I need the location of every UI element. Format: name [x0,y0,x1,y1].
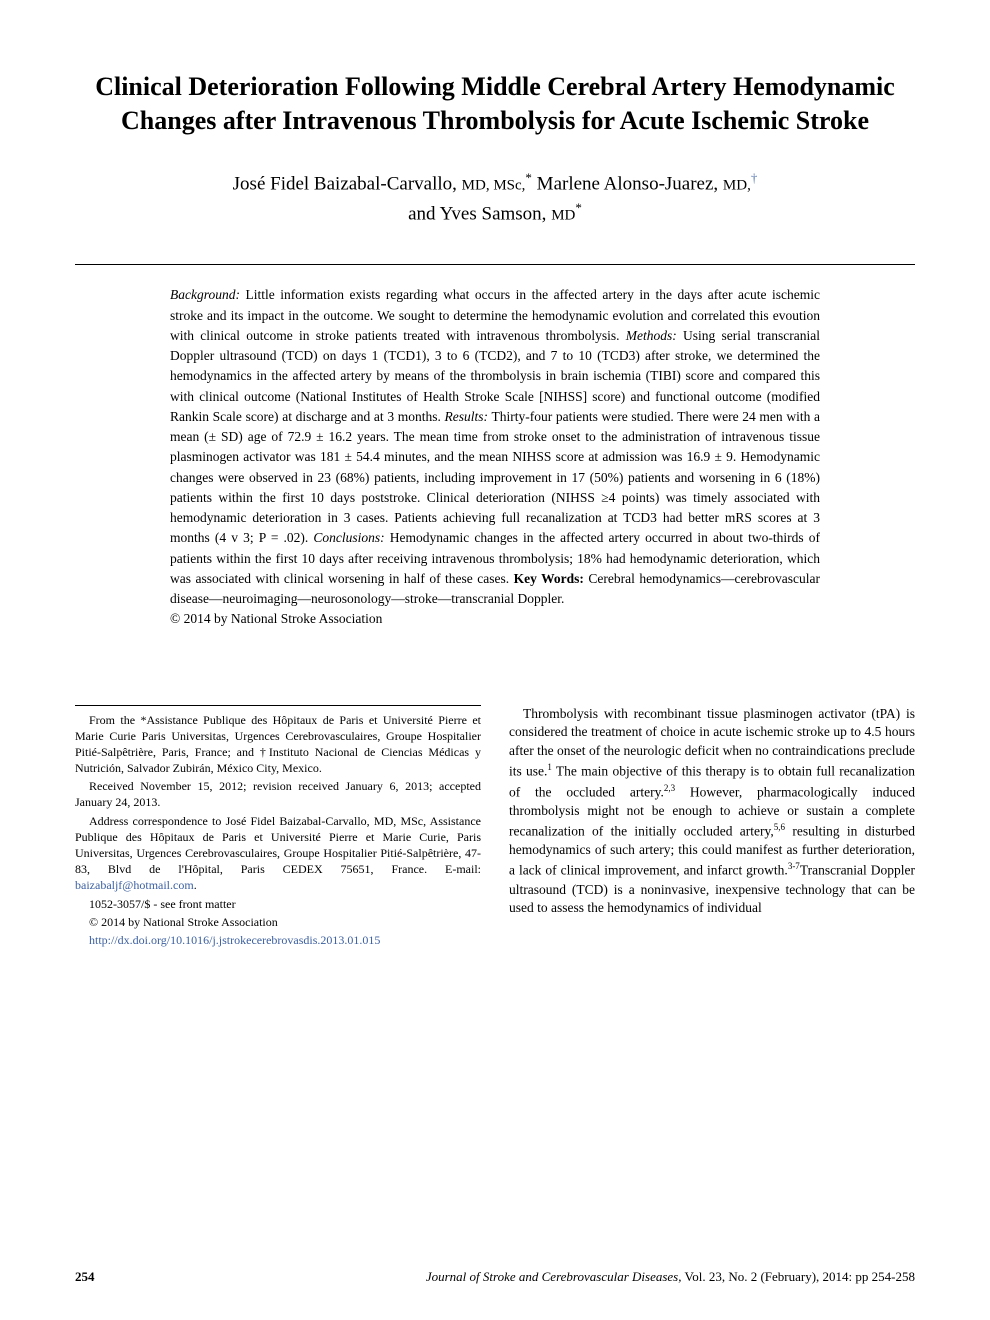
citation-2: 2,3 [664,783,675,793]
left-column: From the *Assistance Publique des Hôpita… [75,705,481,951]
affil-from: From the *Assistance Publique des Hôpita… [75,712,481,777]
intro-paragraph: Thrombolysis with recombinant tissue pla… [509,705,915,919]
abstract-block: Background: Little information exists re… [170,285,820,609]
abstract-results-text: Thirty-four patients were studied. There… [170,409,820,546]
abstract-results-label: Results: [445,409,489,424]
author-3-name: Yves Samson, [440,204,552,225]
author-2-name: Marlene Alonso-Juarez, [532,173,723,194]
abstract-copyright: © 2014 by National Stroke Association [170,609,820,629]
correspondence-email-link[interactable]: baizabaljf@hotmail.com [75,878,194,892]
author-2-affil-symbol: † [751,170,758,185]
author-2-degree: MD, [723,177,751,193]
two-column-body: From the *Assistance Publique des Hôpita… [75,705,915,951]
citation-4: 3-7 [788,861,800,871]
author-3-degree: MD [551,208,575,224]
keywords-label: Key Words: [514,571,584,586]
article-title: Clinical Deterioration Following Middle … [75,70,915,138]
affil-correspondence-text: Address correspondence to José Fidel Bai… [75,814,481,877]
journal-citation: Journal of Stroke and Cerebrovascular Di… [426,1269,915,1285]
right-column: Thrombolysis with recombinant tissue pla… [509,705,915,951]
affil-doi: http://dx.doi.org/10.1016/j.jstrokecereb… [75,932,481,948]
affil-issn: 1052-3057/$ - see front matter [75,896,481,912]
citation-3: 5,6 [774,822,785,832]
divider-top [75,264,915,265]
abstract-methods-label: Methods: [626,328,677,343]
doi-link[interactable]: http://dx.doi.org/10.1016/j.jstrokecereb… [89,933,380,947]
author-3-affil-symbol: * [575,200,582,215]
affil-copyright: © 2014 by National Stroke Association [75,914,481,930]
page-number: 254 [75,1269,95,1285]
abstract-background-label: Background: [170,287,240,302]
page-footer: 254 Journal of Stroke and Cerebrovascula… [75,1269,915,1285]
abstract-conclusions-label: Conclusions: [313,530,384,545]
author-1-name: José Fidel Baizabal-Carvallo, [233,173,462,194]
affil-correspondence-end: . [194,878,197,892]
author-1-degree: MD, MSc, [462,177,526,193]
journal-vol: Vol. 23, No. 2 (February), 2014: pp 254-… [681,1269,915,1284]
affiliations-block: From the *Assistance Publique des Hôpita… [75,705,481,949]
journal-name: Journal of Stroke and Cerebrovascular Di… [426,1269,682,1284]
affil-correspondence: Address correspondence to José Fidel Bai… [75,813,481,894]
affil-received: Received November 15, 2012; revision rec… [75,778,481,810]
authors-block: José Fidel Baizabal-Carvallo, MD, MSc,* … [75,168,915,230]
author-3-pre: and [408,204,439,225]
